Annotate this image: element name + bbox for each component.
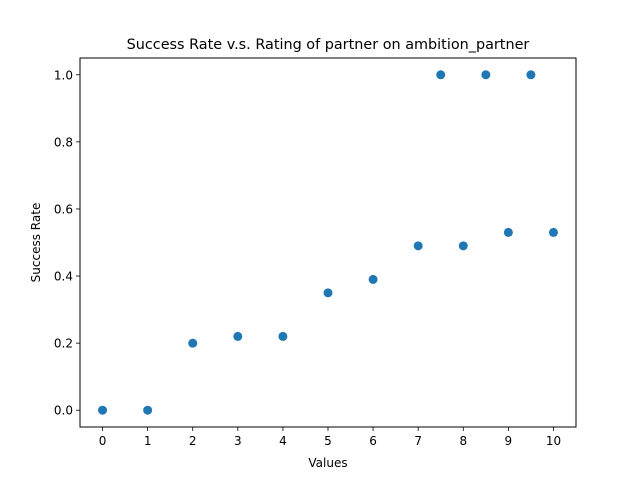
y-tick-label: 0.4 [54, 270, 73, 284]
data-point [188, 338, 198, 348]
data-point [526, 70, 536, 80]
x-axis-label: Values [308, 456, 347, 470]
data-point [323, 288, 333, 298]
x-tick-label: 0 [99, 434, 107, 448]
y-tick-label: 0.2 [54, 337, 73, 351]
y-tick-label: 0.8 [54, 135, 73, 149]
y-tick-label: 1.0 [54, 68, 73, 82]
data-point [458, 241, 468, 251]
data-point [143, 405, 153, 415]
y-axis-label: Success Rate [29, 203, 43, 283]
x-tick-label: 7 [414, 434, 422, 448]
x-tick-label: 9 [505, 434, 513, 448]
data-points [98, 70, 558, 415]
x-tick-label: 8 [459, 434, 467, 448]
y-tick-label: 0.6 [54, 202, 73, 216]
data-point [436, 70, 446, 80]
y-axis-ticks: 0.0 0.2 0.4 0.6 0.8 1.0 [54, 68, 80, 418]
data-point [481, 70, 491, 80]
data-point [98, 405, 108, 415]
data-point [278, 331, 288, 341]
data-point [368, 274, 378, 284]
y-tick-label: 0.0 [54, 404, 73, 418]
data-point [503, 227, 513, 237]
x-tick-label: 4 [279, 434, 287, 448]
data-point [413, 241, 423, 251]
x-tick-label: 6 [369, 434, 377, 448]
data-point [233, 331, 243, 341]
x-tick-label: 10 [546, 434, 561, 448]
x-tick-label: 3 [234, 434, 242, 448]
data-point [548, 227, 558, 237]
x-tick-label: 2 [189, 434, 197, 448]
plot-frame [79, 57, 577, 428]
x-axis-ticks: 0 1 2 3 4 5 6 7 8 9 10 [99, 427, 561, 448]
chart-title: Success Rate v.s. Rating of partner on a… [127, 37, 530, 53]
plot-area: 0 1 2 3 4 5 6 7 8 9 10 0.0 0.2 0.4 0.6 0.8 1.0 [54, 57, 577, 448]
x-tick-label: 1 [144, 434, 152, 448]
x-tick-label: 5 [324, 434, 332, 448]
